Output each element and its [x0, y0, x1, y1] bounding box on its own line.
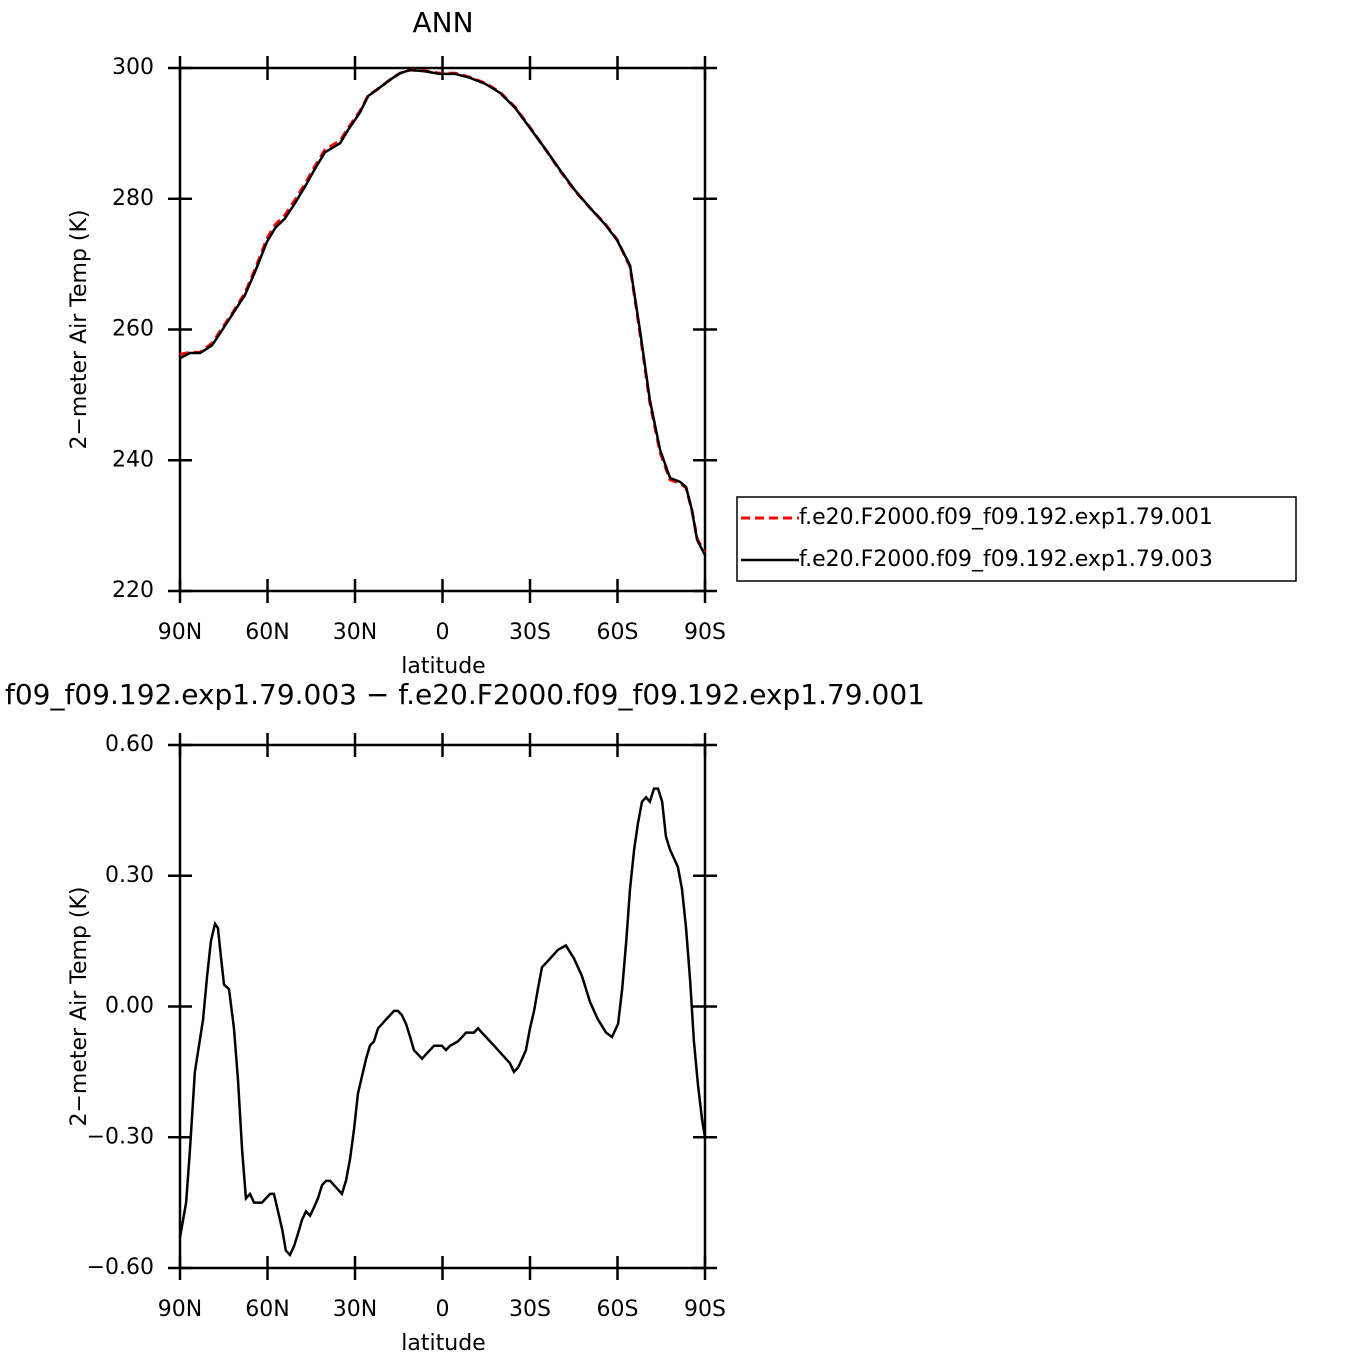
legend-label: f.e20.F2000.f09_f09.192.exp1.79.003 — [799, 547, 1213, 572]
y-tick-label: −0.30 — [87, 1124, 154, 1149]
y-tick-label: 260 — [112, 317, 154, 342]
x-tick-label: 90N — [158, 620, 202, 645]
y-tick-label: 220 — [112, 578, 154, 603]
x-tick-label: 0 — [436, 1297, 450, 1322]
chart-title: ANN — [412, 6, 473, 39]
legend-label: f.e20.F2000.f09_f09.192.exp1.79.001 — [799, 505, 1213, 530]
x-tick-label: 90S — [684, 1297, 726, 1322]
y-axis-label: 2−meter Air Temp (K) — [67, 209, 92, 449]
y-tick-label: −0.60 — [87, 1255, 154, 1280]
x-tick-label: 30S — [509, 620, 551, 645]
x-tick-label: 0 — [436, 620, 450, 645]
y-tick-label: 0.00 — [105, 994, 154, 1019]
x-tick-label: 60N — [245, 1297, 289, 1322]
x-tick-label: 30N — [333, 620, 377, 645]
y-tick-label: 240 — [112, 447, 154, 472]
y-tick-label: 0.60 — [105, 732, 154, 757]
x-tick-label: 30N — [333, 1297, 377, 1322]
chart-title: f09_f09.192.exp1.79.003 − f.e20.F2000.f0… — [5, 678, 925, 711]
x-tick-label: 30S — [509, 1297, 551, 1322]
x-axis-label: latitude — [401, 654, 485, 679]
y-tick-label: 300 — [112, 55, 154, 80]
plot-frame — [178, 66, 707, 593]
data-line — [179, 68, 707, 556]
legend-box — [736, 496, 1297, 582]
x-tick-label: 90S — [684, 620, 726, 645]
x-axis-label: latitude — [401, 1331, 485, 1356]
data-line — [178, 787, 707, 1258]
plot-frame — [178, 743, 707, 1270]
x-tick-label: 60N — [245, 620, 289, 645]
data-line — [179, 68, 707, 554]
x-tick-label: 90N — [158, 1297, 202, 1322]
x-tick-label: 60S — [597, 620, 639, 645]
x-tick-label: 60S — [597, 1297, 639, 1322]
y-axis-label: 2−meter Air Temp (K) — [67, 886, 92, 1126]
y-tick-label: 0.30 — [105, 863, 154, 888]
y-tick-label: 280 — [112, 186, 154, 211]
